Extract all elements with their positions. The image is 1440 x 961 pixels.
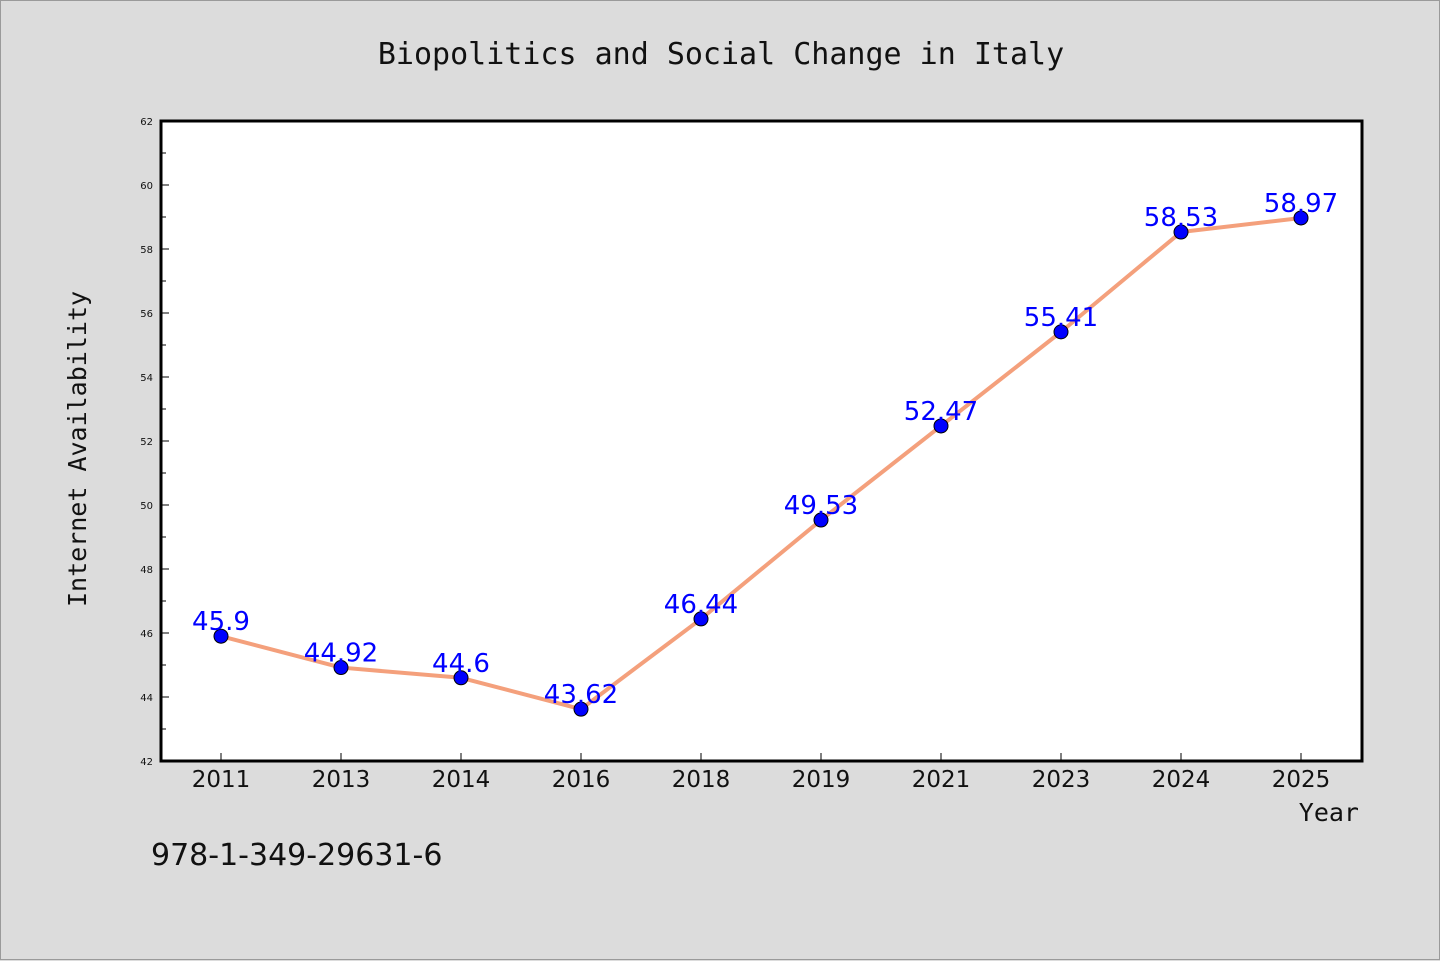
y-tick-label: 62 xyxy=(140,117,153,128)
data-point xyxy=(1173,224,1189,240)
y-tick-label: 50 xyxy=(140,501,153,512)
data-label: 45.9 xyxy=(192,607,250,637)
data-label: 58.53 xyxy=(1144,203,1218,233)
data-point xyxy=(333,660,349,676)
y-tick-label: 44 xyxy=(140,693,153,704)
series-line xyxy=(219,215,1303,712)
data-label: 49.53 xyxy=(784,491,858,521)
data-point xyxy=(693,611,709,627)
x-tick-label: 2021 xyxy=(912,767,971,793)
y-tick-label: 56 xyxy=(140,309,153,320)
x-tick-label: 2024 xyxy=(1152,767,1211,793)
series-layer: 45.9 44.92 44.6 43.62 46.44 49.53 52.47 55.41 58… xyxy=(192,189,1338,717)
y-tick-label: 52 xyxy=(140,437,153,448)
data-label: 44.6 xyxy=(432,649,490,679)
data-label: 46.44 xyxy=(664,590,738,620)
y-tick-label: 54 xyxy=(140,373,153,384)
x-tick-label: 2013 xyxy=(312,767,371,793)
data-point xyxy=(1053,324,1069,340)
x-tick-label: 2019 xyxy=(792,767,851,793)
y-tick-label: 46 xyxy=(140,629,153,640)
y-tick-label: 58 xyxy=(140,245,153,256)
y-tick-label: 48 xyxy=(140,565,153,576)
y-tick-label: 60 xyxy=(140,181,153,192)
data-label: 43.62 xyxy=(544,680,618,710)
data-point xyxy=(213,628,229,644)
y-axis-label: Internet Availability xyxy=(63,291,92,607)
y-tick-label: 42 xyxy=(140,757,153,768)
data-label: 55.41 xyxy=(1024,303,1098,333)
y-axis: 42 44 46 48 50 52 54 56 58 60 62 xyxy=(140,117,169,768)
data-label: 52.47 xyxy=(904,397,978,427)
data-point xyxy=(813,512,829,528)
data-point xyxy=(453,670,469,686)
data-label: 58.97 xyxy=(1264,189,1338,219)
x-tick-label: 2025 xyxy=(1272,767,1331,793)
isbn-text: 978-1-349-29631-6 xyxy=(151,838,442,873)
x-tick-label: 2018 xyxy=(672,767,731,793)
x-axis-label: Year xyxy=(1299,798,1359,827)
data-point xyxy=(573,701,589,717)
x-tick-label: 2023 xyxy=(1032,767,1091,793)
x-tick-label: 2011 xyxy=(192,767,251,793)
data-label: 44.92 xyxy=(304,639,378,669)
chart-title: Biopolitics and Social Change in Italy xyxy=(378,37,1064,72)
x-tick-label: 2014 xyxy=(432,767,491,793)
plot-area xyxy=(159,119,1364,763)
x-axis: 2011 2013 2014 2016 2018 2019 2021 2023 2024 2025 xyxy=(192,753,1331,793)
x-tick-label: 2016 xyxy=(552,767,611,793)
data-point xyxy=(933,418,949,434)
data-point xyxy=(1293,210,1309,226)
